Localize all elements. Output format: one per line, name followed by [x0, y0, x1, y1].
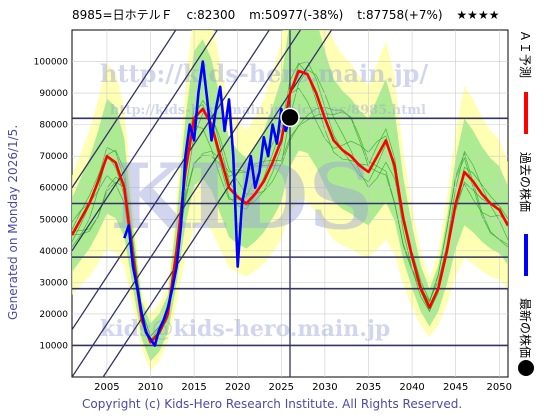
x-axis: 2005 2010 2015 2020 2025 2030 2035 2040 2045 2050	[94, 382, 512, 393]
chart-header: 8985=日ホテルＦ c:82300 m:50977(-38%) t:87758…	[72, 6, 509, 23]
watermarks: http://kids-hero.main.jp/ http://kids-he…	[100, 59, 428, 342]
current-price: c:82300	[186, 8, 236, 22]
x-tick-label: 2040	[399, 382, 424, 393]
copyright: Copyright (c) Kids-Hero Research Institu…	[82, 397, 463, 411]
legend: ＡＩ予測 過去の株価 最新の株価	[516, 30, 546, 390]
legend-latest-price-label: 最新の株価	[518, 298, 532, 359]
y-tick-label: 90000	[39, 89, 68, 99]
x-tick-label: 2035	[356, 382, 381, 393]
y-tick-label: 40000	[39, 247, 68, 257]
x-tick-label: 2005	[94, 382, 119, 393]
channel-line	[72, 30, 177, 189]
series	[72, 60, 508, 347]
legend-ai-forecast-swatch	[524, 92, 528, 134]
x-tick-label: 2025	[269, 382, 294, 393]
x-tick-label: 2045	[443, 382, 468, 393]
x-tick-label: 2015	[181, 382, 206, 393]
generated-date: Generated on Monday 2026/1/5.	[6, 124, 20, 320]
x-tick-label: 2010	[138, 382, 163, 393]
y-tick-label: 30000	[39, 278, 68, 288]
y-tick-label: 60000	[39, 184, 68, 194]
channel-line	[72, 30, 271, 331]
latest-price-dot	[280, 107, 300, 128]
target-price: t:87758(+7%)	[357, 8, 443, 22]
y-tick-label: 80000	[39, 121, 68, 131]
y-axis: 10000 20000 30000 40000 50000 60000 70000 80000…	[34, 58, 69, 352]
level-lines	[72, 30, 508, 377]
legend-past-price-swatch	[524, 234, 528, 276]
watermark-url: http://kids-hero.main.jp/	[100, 59, 428, 88]
legend-latest-price-dot	[518, 360, 534, 376]
x-tick-label: 2020	[225, 382, 250, 393]
watermark-url-2: http://kids-hero.main.jp/pics/coc/8985.h…	[110, 103, 426, 118]
past-price-line	[123, 60, 292, 347]
legend-past-price-label: 過去の株価	[518, 152, 532, 213]
channel-line	[72, 30, 219, 252]
y-tick-label: 100000	[34, 58, 69, 68]
y-tick-label: 20000	[39, 310, 68, 320]
y-tick-label: 50000	[39, 215, 68, 225]
rating-stars: ★★★★	[456, 8, 500, 22]
legend-ai-forecast-label: ＡＩ予測	[518, 30, 532, 79]
x-tick-label: 2050	[487, 382, 512, 393]
min-price: m:50977(-38%)	[249, 8, 344, 22]
x-tick-label: 2030	[312, 382, 337, 393]
y-tick-label: 10000	[39, 341, 68, 351]
stock-code-name: 8985=日ホテルＦ	[72, 8, 173, 22]
y-tick-label: 70000	[39, 152, 68, 162]
watermark-kids: KIDS	[110, 144, 373, 250]
